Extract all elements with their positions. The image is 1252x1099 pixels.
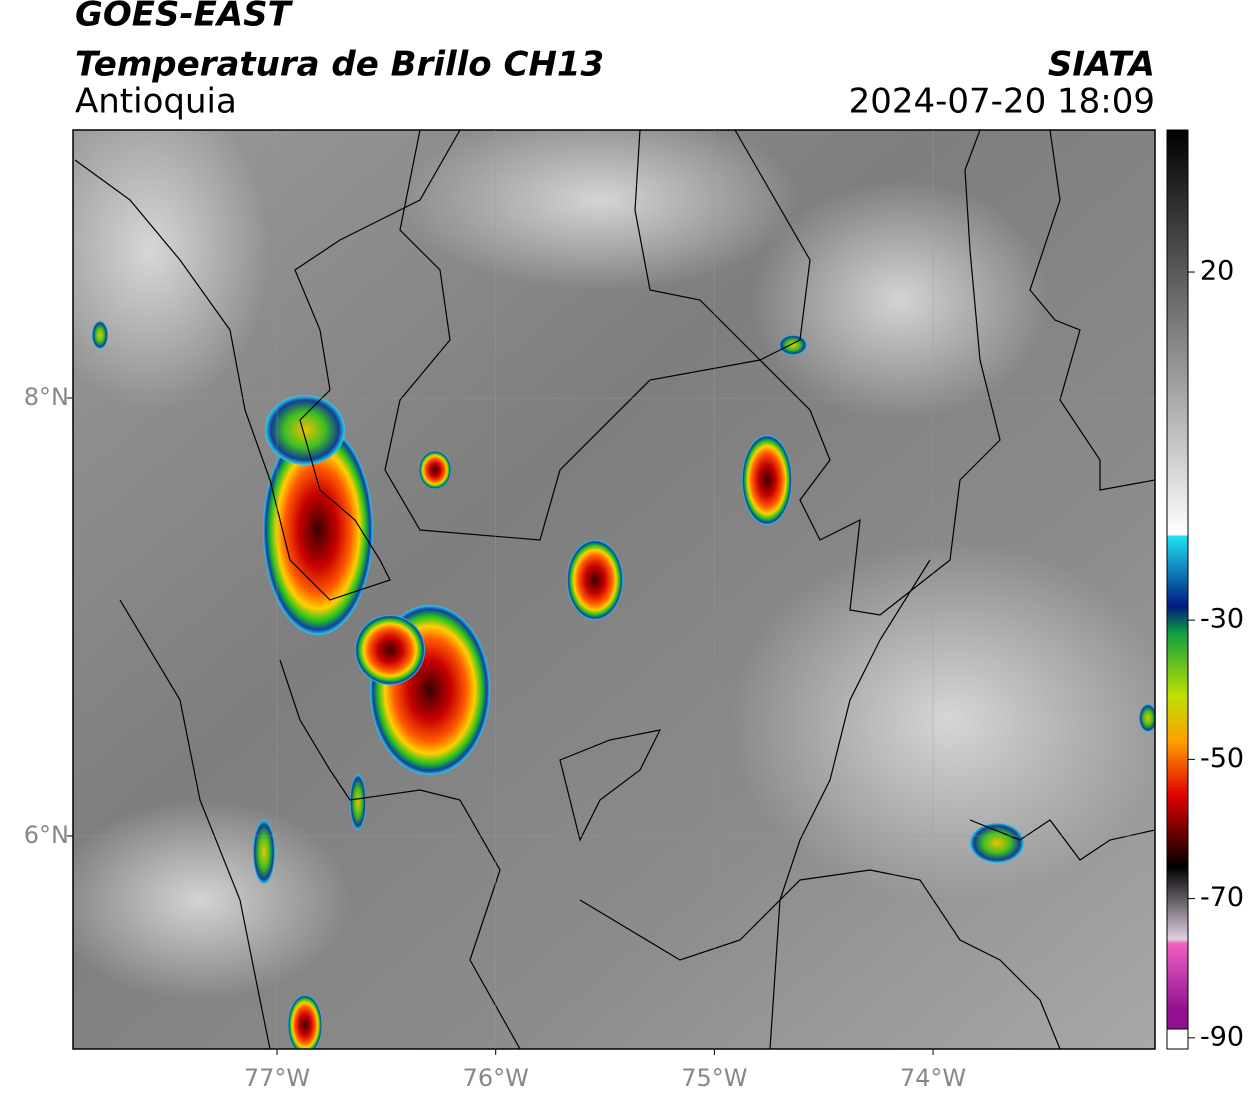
datetime: 2024-07-20 18:09 <box>849 82 1155 122</box>
lon-tick-label: 77°W <box>244 1064 310 1092</box>
lat-tick-label: 6°N <box>24 821 69 849</box>
colorbar-tick-label: 20 <box>1200 256 1234 287</box>
lat-tick-label: 8°N <box>24 383 69 411</box>
lon-tick-label: 76°W <box>463 1064 529 1092</box>
lon-tick-label: 74°W <box>900 1064 966 1092</box>
colorbar-tick-label: -70 <box>1200 882 1244 913</box>
colorbar-under <box>1166 1028 1189 1050</box>
region: Antioquia <box>75 82 237 122</box>
colorbar-tick-label: -50 <box>1200 743 1244 774</box>
source: SIATA <box>1048 45 1155 85</box>
colorbar-tick-label: -30 <box>1200 604 1244 635</box>
colorbar-tick-label: -90 <box>1200 1021 1244 1052</box>
map-frame <box>72 129 1156 1050</box>
satellite-image <box>73 130 1155 1049</box>
subtitle: Temperatura de Brillo CH13 <box>75 45 604 85</box>
title: GOES-EAST <box>75 0 294 35</box>
lon-tick-label: 75°W <box>681 1064 747 1092</box>
colorbar <box>1166 129 1189 1030</box>
